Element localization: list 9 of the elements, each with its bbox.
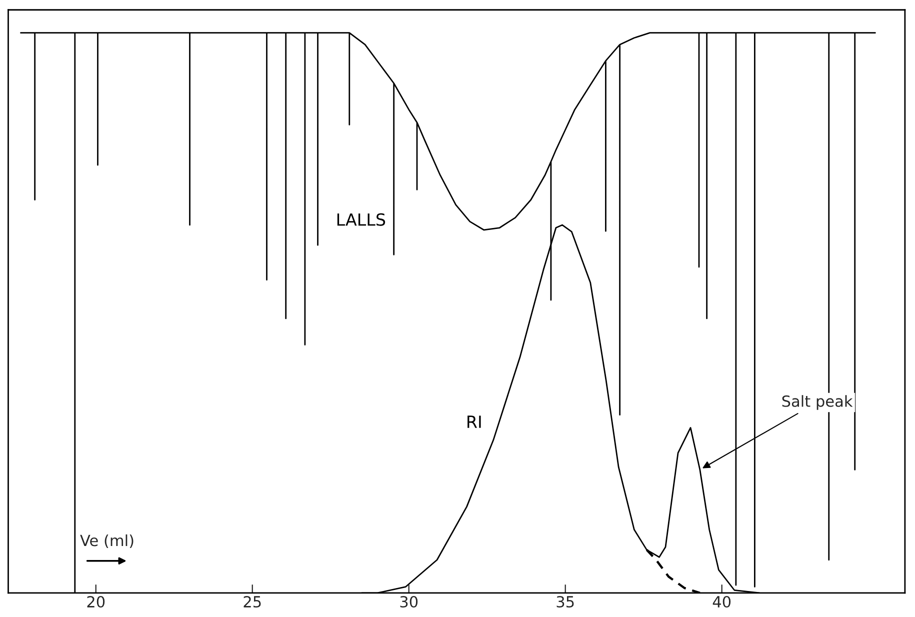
x-tick-label: 20 bbox=[87, 596, 105, 608]
annotation: Salt peak bbox=[782, 395, 853, 410]
x-tick-label: 30 bbox=[400, 596, 418, 608]
x-tick-label: 35 bbox=[556, 596, 574, 608]
x-tick-label: 40 bbox=[712, 596, 731, 608]
x-tick-label: 25 bbox=[244, 596, 261, 608]
x-axis-title: Ve (ml) bbox=[80, 534, 134, 548]
series-label: RI bbox=[468, 416, 481, 428]
series-label: LALLS bbox=[337, 213, 386, 226]
